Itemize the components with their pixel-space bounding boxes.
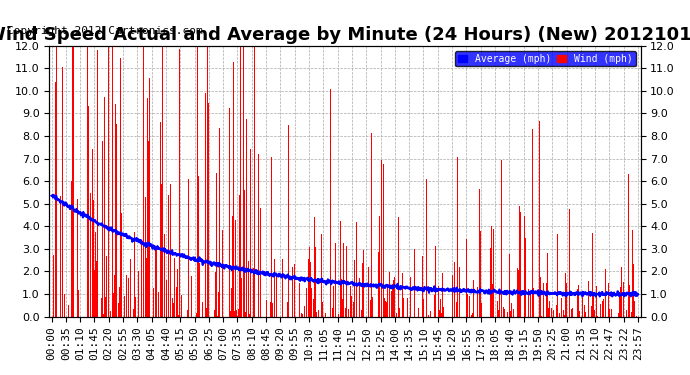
Legend: Average (mph), Wind (mph): Average (mph), Wind (mph) [455, 51, 635, 66]
Title: Wind Speed Actual and Average by Minute (24 Hours) (New) 20121019: Wind Speed Actual and Average by Minute … [0, 26, 690, 44]
Text: Copyright 2012 Cartronics.com: Copyright 2012 Cartronics.com [7, 26, 203, 36]
